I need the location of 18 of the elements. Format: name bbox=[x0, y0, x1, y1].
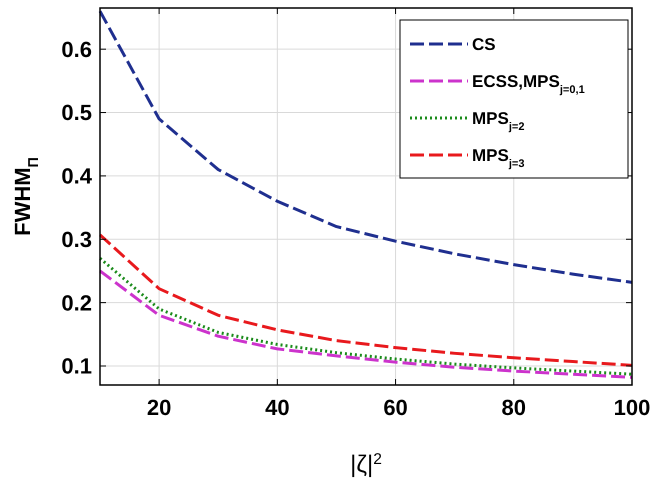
line-series bbox=[98, 233, 634, 367]
legend-label: CS bbox=[472, 34, 496, 54]
legend-label: MPS$_{j=2}$ bbox=[472, 108, 525, 133]
y-tick-label: 0.3 bbox=[61, 226, 92, 252]
line-series bbox=[98, 10, 634, 284]
x-tick-label: 40 bbox=[265, 395, 290, 420]
y-tick-label: 0.4 bbox=[61, 164, 93, 189]
legend-label: MPS$_{j=3}$ bbox=[472, 146, 525, 170]
x-tick-label: 60 bbox=[383, 395, 408, 420]
y-tick-label: 0.5 bbox=[61, 100, 92, 126]
x-tick-label: 100 bbox=[614, 395, 650, 420]
x-tick-label: 20 bbox=[146, 395, 172, 420]
x-tick-label: 80 bbox=[502, 395, 526, 420]
y-tick-label: 0.1 bbox=[61, 354, 92, 379]
x-axis-title: |ζ|$^{2}$ bbox=[350, 450, 382, 478]
legend-label: ECSS,MPS$_{j=0,1}$ bbox=[472, 72, 585, 96]
y-tick-label: 0.2 bbox=[61, 290, 92, 316]
y-tick-label: 0.6 bbox=[61, 36, 92, 62]
